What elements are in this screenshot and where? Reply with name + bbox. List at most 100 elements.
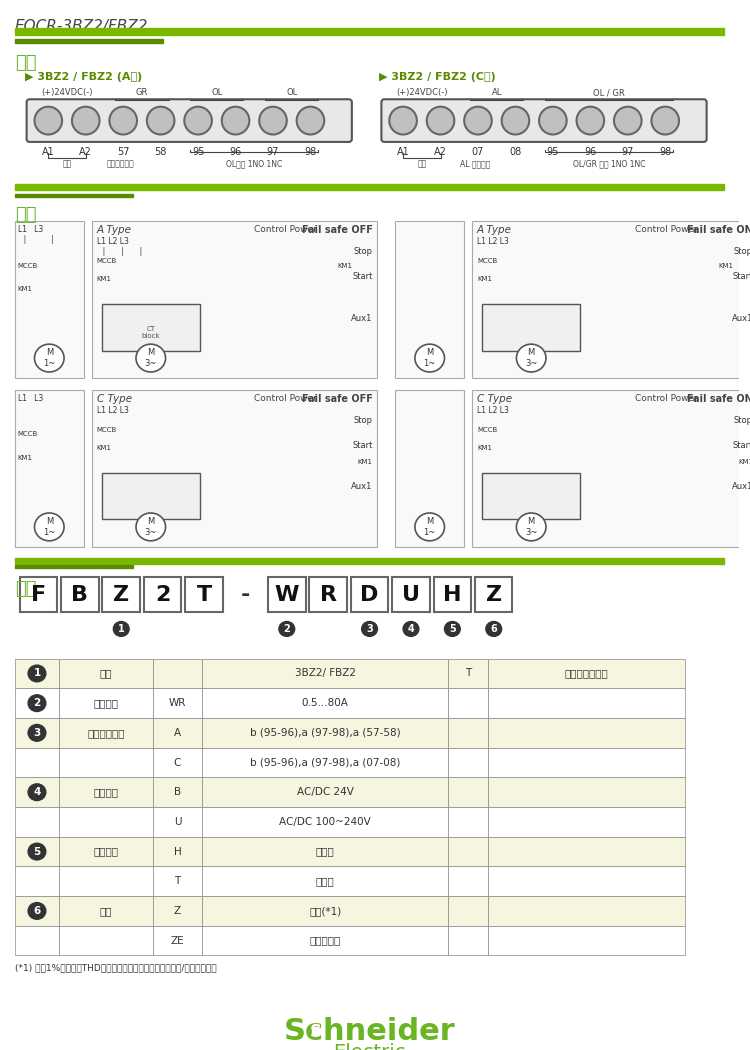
Bar: [482, 474, 580, 520]
Text: Stop: Stop: [353, 416, 373, 424]
Bar: [475, 578, 512, 612]
Text: ❸: ❸: [32, 728, 41, 738]
Text: 检测形式: 检测形式: [94, 846, 118, 857]
Text: Control Power: Control Power: [254, 226, 317, 234]
Text: 新款(*1): 新款(*1): [309, 906, 341, 916]
Bar: [153, 658, 202, 689]
Bar: [59, 718, 153, 748]
Bar: [59, 689, 153, 718]
Text: OL / GR: OL / GR: [593, 88, 625, 98]
Text: C Type: C Type: [477, 394, 512, 404]
Text: |   |   |: | | |: [97, 247, 142, 256]
Bar: [15, 926, 59, 956]
Bar: [15, 807, 59, 837]
Bar: [144, 578, 182, 612]
Bar: [59, 926, 153, 956]
Text: KM1: KM1: [338, 262, 352, 269]
Text: D: D: [361, 585, 379, 605]
Bar: [448, 718, 488, 748]
Text: 5: 5: [33, 846, 40, 857]
Bar: [59, 896, 153, 926]
Text: 4: 4: [33, 788, 40, 797]
Text: ❹: ❹: [32, 788, 41, 797]
Text: MCCB: MCCB: [97, 258, 117, 264]
Text: M
3~: M 3~: [525, 518, 538, 537]
Text: 电流范围: 电流范围: [94, 698, 118, 708]
Bar: [101, 304, 200, 351]
Text: U: U: [402, 585, 420, 605]
Ellipse shape: [502, 107, 530, 134]
Ellipse shape: [539, 107, 567, 134]
Circle shape: [28, 695, 46, 712]
Text: Control Power: Control Power: [634, 226, 698, 234]
Text: M
1~: M 1~: [424, 518, 436, 537]
Bar: [202, 777, 448, 807]
Bar: [153, 748, 202, 777]
Bar: [15, 837, 59, 866]
Ellipse shape: [297, 107, 324, 134]
Circle shape: [445, 622, 460, 636]
Text: GR: GR: [136, 88, 148, 98]
FancyBboxPatch shape: [382, 100, 706, 142]
Bar: [395, 390, 464, 547]
Text: -: -: [241, 585, 250, 605]
Bar: [448, 926, 488, 956]
Text: MCCB: MCCB: [18, 262, 38, 269]
Bar: [395, 220, 464, 378]
Bar: [202, 807, 448, 837]
Ellipse shape: [136, 344, 166, 372]
Text: Start: Start: [352, 441, 373, 449]
Text: R: R: [320, 585, 337, 605]
Text: 98: 98: [304, 147, 316, 156]
Bar: [488, 896, 685, 926]
Bar: [448, 807, 488, 837]
Text: KM1: KM1: [718, 262, 734, 269]
Text: 96: 96: [230, 147, 242, 156]
Text: 98: 98: [659, 147, 671, 156]
Text: 1: 1: [33, 669, 40, 678]
Text: M
3~: M 3~: [145, 349, 157, 368]
Text: M
3~: M 3~: [525, 349, 538, 368]
Bar: [488, 718, 685, 748]
Ellipse shape: [652, 107, 679, 134]
Bar: [15, 194, 133, 196]
Ellipse shape: [517, 513, 546, 541]
Bar: [59, 837, 153, 866]
Text: 0.5...80A: 0.5...80A: [302, 698, 349, 708]
Text: T: T: [196, 585, 211, 605]
Bar: [202, 748, 448, 777]
Text: M
1~: M 1~: [44, 518, 55, 537]
Text: 类别: 类别: [100, 669, 112, 678]
Text: 供电电源: 供电电源: [94, 788, 118, 797]
Bar: [15, 658, 59, 689]
Bar: [20, 578, 57, 612]
Text: 2: 2: [33, 698, 40, 708]
Text: (+)24VDC(-): (+)24VDC(-): [41, 88, 93, 98]
Ellipse shape: [222, 107, 249, 134]
Text: 输出接点状态: 输出接点状态: [87, 728, 124, 738]
Ellipse shape: [34, 344, 64, 372]
Text: Control Power: Control Power: [634, 394, 698, 403]
Bar: [15, 184, 724, 190]
Bar: [488, 866, 685, 896]
Bar: [59, 658, 153, 689]
Bar: [202, 658, 448, 689]
Text: Fail safe OFF: Fail safe OFF: [302, 394, 373, 404]
Text: A1: A1: [397, 147, 410, 156]
Text: Stop: Stop: [734, 416, 750, 424]
Text: KM1: KM1: [18, 455, 33, 461]
Text: KM1: KM1: [738, 459, 750, 465]
Text: ❷: ❷: [32, 698, 41, 708]
Bar: [15, 777, 59, 807]
Text: Stop: Stop: [353, 247, 373, 256]
Bar: [448, 748, 488, 777]
Bar: [153, 807, 202, 837]
Bar: [59, 748, 153, 777]
Bar: [392, 578, 430, 612]
Text: Z: Z: [174, 906, 181, 916]
Bar: [202, 837, 448, 866]
Text: 95: 95: [192, 147, 204, 156]
Text: U: U: [174, 817, 182, 827]
Text: W: W: [274, 585, 299, 605]
Bar: [185, 578, 223, 612]
